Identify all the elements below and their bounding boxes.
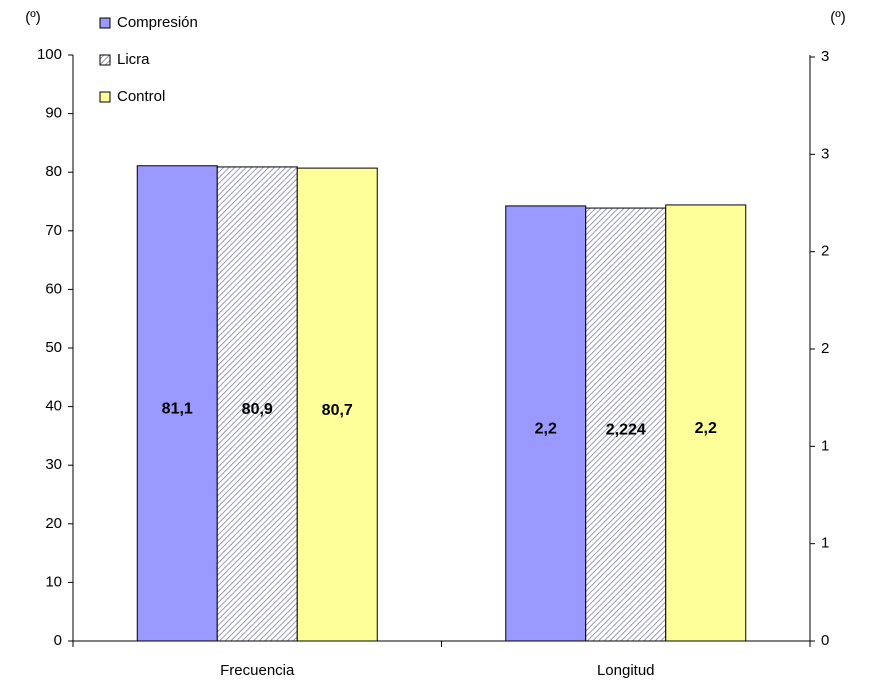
y2-tick-label: 1: [821, 535, 829, 552]
value-label: 2,2: [535, 421, 557, 438]
y-tick-label: 70: [45, 222, 62, 239]
y-tick-label: 60: [45, 280, 62, 297]
y2-axis-label: (º): [830, 9, 845, 26]
value-label: 2,224: [606, 422, 646, 439]
legend-label: Licra: [117, 51, 150, 68]
legend-label: Control: [117, 88, 165, 105]
legend-swatch: [99, 17, 111, 29]
bar: [216, 166, 298, 642]
value-label: 81,1: [162, 401, 193, 418]
bar: [505, 205, 587, 642]
y-axis-label: (º): [25, 9, 40, 26]
y2-tick-label: 2: [821, 243, 829, 260]
legend-swatch: [99, 91, 111, 103]
y-tick-label: 80: [45, 163, 62, 180]
y-tick-label: 0: [54, 632, 62, 649]
bar: [136, 165, 218, 642]
y-tick-label: 90: [45, 105, 62, 122]
y2-tick-label: 2: [821, 340, 829, 357]
value-label: 2,2: [695, 420, 717, 437]
legend-swatch: [99, 54, 111, 66]
y-tick-label: 20: [45, 515, 62, 532]
x-tick-label: Frecuencia: [220, 662, 295, 679]
bar: [296, 167, 378, 642]
x-tick-label: Longitud: [597, 662, 655, 679]
y-tick-label: 40: [45, 398, 62, 415]
y2-tick-label: 0: [821, 632, 829, 649]
legend-label: Compresión: [117, 14, 198, 31]
y2-tick-label: 3: [821, 145, 829, 162]
value-label: 80,7: [322, 402, 353, 419]
y-tick-label: 50: [45, 339, 62, 356]
bar: [665, 204, 747, 642]
y-tick-label: 30: [45, 456, 62, 473]
y-tick-label: 10: [45, 573, 62, 590]
y-tick-label: 100: [37, 46, 62, 63]
value-label: 80,9: [242, 401, 273, 418]
y2-tick-label: 1: [821, 437, 829, 454]
y2-tick-label: 3: [821, 48, 829, 65]
